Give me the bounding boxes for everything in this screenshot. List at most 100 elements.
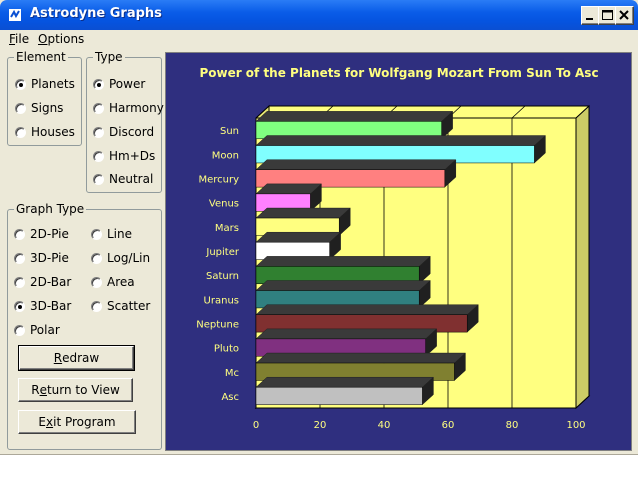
window-title: Astrodyne Graphs [30, 6, 162, 21]
exit-program-label: it Program [53, 415, 116, 429]
type-option-label: Harmony [109, 101, 164, 115]
bar-top-jupiter [255, 231, 342, 243]
graph-option-3d-pie[interactable]: 3D-Pie [14, 250, 69, 266]
graph-option-log-lin[interactable]: Log/Lin [91, 250, 150, 266]
type-group-title: Type [93, 50, 125, 64]
chart-panel: Power of the Planets for Wolfgang Mozart… [165, 52, 632, 451]
radio-icon [93, 126, 104, 138]
element-option-houses[interactable]: Houses [15, 124, 75, 140]
element-group-title: Element [14, 50, 68, 64]
graph-option-polar[interactable]: Polar [14, 322, 60, 338]
graph-option-2d-pie[interactable]: 2D-Pie [14, 226, 69, 242]
graph-option-label: Log/Lin [107, 251, 151, 265]
bar-top-uranus [255, 280, 431, 291]
type-option-label: Discord [109, 125, 155, 139]
return-to-view-mnemonic: e [39, 383, 47, 397]
type-option-label: Hm+Ds [109, 149, 156, 163]
element-option-signs[interactable]: Signs [15, 100, 63, 116]
category-label: Sun [220, 126, 239, 137]
graph-option-area[interactable]: Area [91, 274, 135, 290]
graph-type-group: Graph Type 2D-Pie Line 3D-Pie Log/Lin 2D… [7, 202, 162, 450]
element-option-label: Houses [31, 125, 75, 139]
type-option-label: Neutral [109, 172, 154, 186]
bar-top-neptune [255, 304, 479, 315]
graph-option-label: 2D-Bar [30, 275, 72, 289]
close-icon [619, 10, 629, 20]
element-option-label: Planets [31, 77, 75, 91]
category-label: Asc [221, 392, 239, 403]
graph-option-3d-bar[interactable]: 3D-Bar [14, 298, 71, 314]
bar-top-moon [255, 135, 547, 146]
radio-icon [93, 78, 104, 90]
type-option-hmds[interactable]: Hm+Ds [93, 148, 155, 164]
x-tick-label: 0 [253, 420, 259, 431]
menu-bar: File Options [0, 30, 638, 49]
menu-file[interactable]: File [9, 32, 29, 46]
minimize-icon [586, 18, 593, 20]
category-label: Uranus [204, 295, 239, 306]
menu-options[interactable]: Options [38, 32, 84, 46]
graph-type-group-title: Graph Type [14, 202, 87, 216]
app-icon [9, 9, 21, 21]
radio-icon [14, 252, 25, 264]
title-bar[interactable]: Astrodyne Graphs [0, 0, 638, 30]
radio-icon [14, 324, 25, 336]
bar-top-mars [255, 207, 351, 219]
menu-options-mnemonic: O [38, 32, 48, 46]
bar-top-sun [255, 111, 454, 122]
maximize-button[interactable] [598, 6, 617, 25]
category-label: Jupiter [205, 247, 239, 258]
type-option-discord[interactable]: Discord [93, 124, 154, 140]
category-label: Moon [212, 150, 239, 161]
x-tick-label: 40 [378, 420, 391, 431]
radio-icon [14, 228, 25, 240]
radio-icon [91, 300, 102, 312]
type-option-power[interactable]: Power [93, 76, 145, 92]
category-label: Venus [209, 199, 239, 210]
type-group: Type Power Harmony Discord Hm+Ds Neutral [86, 50, 164, 193]
bar-top-mc [255, 352, 467, 364]
graph-option-2d-bar[interactable]: 2D-Bar [14, 274, 71, 290]
return-to-view-label: turn to View [46, 383, 120, 397]
bar-top-mercury [255, 159, 457, 170]
element-group: Element Planets Signs Houses [7, 50, 82, 146]
type-option-label: Power [109, 77, 146, 91]
bar-asc [255, 386, 423, 405]
radio-icon [91, 252, 102, 264]
chart-right-wall [575, 104, 590, 410]
bar-top-saturn [255, 256, 431, 267]
radio-icon [15, 126, 26, 138]
radio-icon [93, 102, 104, 114]
status-area [0, 454, 638, 488]
category-label: Mercury [198, 174, 239, 185]
exit-program-prefix: E [38, 415, 46, 429]
return-to-view-prefix: R [31, 383, 40, 397]
radio-icon [14, 300, 25, 312]
graph-option-scatter[interactable]: Scatter [91, 298, 150, 314]
element-option-planets[interactable]: Planets [15, 76, 75, 92]
x-tick-label: 100 [566, 420, 585, 431]
x-tick-label: 60 [442, 420, 455, 431]
close-button[interactable] [615, 6, 634, 25]
bar-top-venus [255, 183, 323, 195]
graph-option-label: Area [107, 275, 135, 289]
graph-option-line[interactable]: Line [91, 226, 132, 242]
x-tick-label: 20 [314, 420, 327, 431]
radio-icon [14, 276, 25, 288]
category-label: Pluto [214, 344, 239, 355]
category-label: Mars [215, 223, 239, 234]
grid-line-depth [511, 105, 526, 119]
graph-option-label: Scatter [107, 299, 151, 313]
graph-option-label: 2D-Pie [30, 227, 69, 241]
type-option-harmony[interactable]: Harmony [93, 100, 164, 116]
x-tick-label: 80 [506, 420, 519, 431]
menu-file-label: ile [15, 32, 30, 46]
type-option-neutral[interactable]: Neutral [93, 171, 153, 187]
menu-file-mnemonic: F [9, 32, 16, 46]
maximize-icon [602, 10, 613, 20]
radio-icon [91, 228, 102, 240]
bar-top-asc [255, 376, 435, 388]
